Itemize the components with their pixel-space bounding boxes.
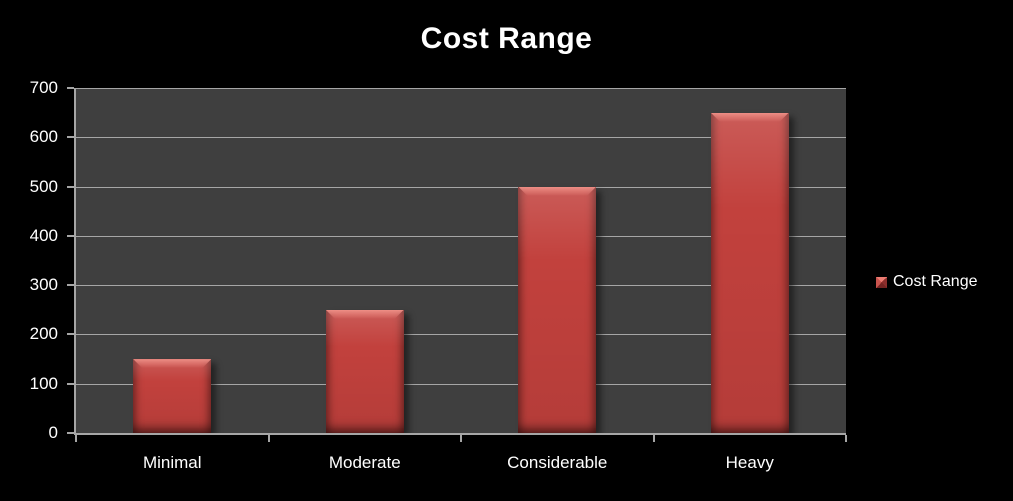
gridline-700 [76,88,846,89]
gridline-300 [76,285,846,287]
gridline-500 [76,186,846,188]
y-axis-tick-100 [67,382,74,385]
x-axis-tick-4 [845,435,847,442]
y-axis-tick-200 [67,333,74,336]
plot-area [76,88,846,434]
y-tick-label-500: 500 [29,176,58,196]
x-axis-line [74,433,846,435]
gridline-100 [76,383,846,385]
y-tick-label-400: 400 [29,225,58,245]
x-axis-tick-1 [267,435,270,442]
x-axis-tick-3 [652,435,655,442]
y-tick-label-100: 100 [29,373,58,393]
y-axis-tick-700 [67,87,74,89]
y-axis-tick-400 [67,234,74,237]
bar-minimal [133,359,212,433]
bar-moderate [325,309,404,434]
y-axis-tick-0 [67,432,74,434]
x-axis-tick-0 [75,435,77,442]
gridline-600 [76,137,846,139]
bar-considerable [518,186,597,434]
x-category-label-heavy: Heavy [725,453,774,472]
gridline-200 [76,334,846,336]
x-category-label-considerable: Considerable [507,453,608,472]
chart-title: Cost Range [420,22,593,55]
gridline-400 [76,235,846,237]
y-tick-label-300: 300 [29,275,58,295]
y-tick-label-700: 700 [29,78,58,97]
y-axis-tick-300 [67,284,74,287]
legend-label-cost-range: Cost Range [893,273,978,290]
y-tick-label-600: 600 [29,127,58,147]
legend-marker-cost-range-icon [876,276,887,288]
x-category-label-minimal: Minimal [142,453,202,472]
y-tick-label-0: 0 [48,423,58,442]
y-axis-line [74,88,76,435]
y-axis-tick-600 [67,136,74,139]
x-axis-tick-2 [460,435,462,442]
y-tick-label-200: 200 [29,324,58,344]
legend: Cost Range [876,270,978,294]
x-category-label-moderate: Moderate [328,453,401,472]
y-axis-tick-500 [67,185,74,188]
bar-heavy [710,112,789,434]
